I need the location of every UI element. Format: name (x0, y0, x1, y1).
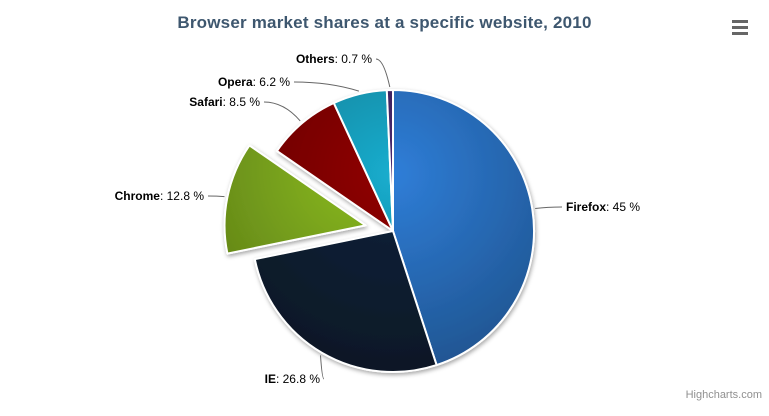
label-connector-opera (293, 81, 360, 92)
data-label-chrome[interactable]: Chrome: 12.8 % (114, 189, 204, 203)
export-menu-button[interactable] (732, 20, 748, 35)
label-connector-chrome (207, 195, 225, 198)
data-label-safari[interactable]: Safari: 8.5 % (189, 95, 260, 109)
label-connector-firefox (535, 206, 563, 209)
label-connector-others (375, 58, 391, 88)
data-label-ie[interactable]: IE: 26.8 % (264, 372, 320, 386)
label-connector-safari (263, 101, 301, 122)
data-label-firefox[interactable]: Firefox: 45 % (566, 200, 641, 214)
pie-slice-firefox[interactable] (392, 89, 536, 367)
pie-slices-group (223, 88, 536, 373)
hamburger-icon (732, 20, 748, 23)
hamburger-icon (732, 26, 748, 29)
hamburger-icon (732, 32, 748, 35)
chart-title: Browser market shares at a specific webs… (177, 13, 592, 32)
data-label-others[interactable]: Others: 0.7 % (295, 52, 372, 66)
credits-link[interactable]: Highcharts.com (685, 389, 762, 401)
pie-slice-others[interactable] (385, 88, 394, 232)
pie-slice-ie[interactable] (253, 230, 438, 373)
pie-slice-chrome[interactable] (223, 144, 367, 255)
data-label-opera[interactable]: Opera: 6.2 % (217, 75, 290, 89)
label-connector-ie (320, 355, 325, 380)
